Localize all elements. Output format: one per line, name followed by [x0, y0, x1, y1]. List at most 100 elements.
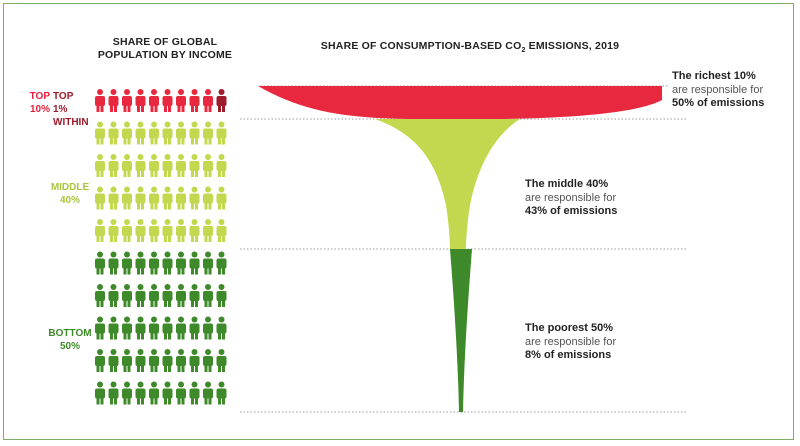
person-icon: [149, 284, 159, 307]
person-icon: [203, 121, 213, 145]
person-icon: [216, 381, 227, 405]
person-icon: [135, 381, 146, 405]
person-icon: [135, 316, 146, 340]
person-icon: [189, 219, 200, 242]
person-icon: [162, 154, 173, 177]
person-icon: [176, 284, 186, 307]
person-icon: [162, 186, 173, 210]
emissions-header: SHARE OF CONSUMPTION-BASED CO2 EMISSIONS…: [270, 40, 670, 57]
person-icon: [176, 381, 186, 405]
person-icon: [203, 186, 213, 210]
label-bottom-50: BOTTOM 50%: [45, 327, 95, 353]
person-icon: [176, 154, 186, 177]
person-icon: [176, 219, 186, 242]
label-top-line2: 10%: [29, 104, 50, 115]
emissions-header-sub: 2: [521, 47, 526, 55]
person-icon: [108, 381, 119, 405]
person-icon: [149, 349, 159, 372]
person-icon: [176, 316, 186, 340]
annotation-richest: The richest 10% are responsible for 50% …: [672, 70, 790, 111]
person-icon: [135, 251, 146, 275]
person-icon: [95, 284, 105, 307]
person-icon: [108, 284, 119, 307]
person-icon: [176, 186, 186, 210]
person-icon: [162, 219, 173, 242]
person-icon: [108, 154, 119, 177]
person-icon: [203, 251, 213, 275]
label-bottom-line1: BOTTOM: [48, 328, 92, 339]
annotation-poorest-title: The poorest 50%: [525, 322, 614, 334]
person-icon: [203, 219, 213, 242]
person-icon: [122, 219, 132, 242]
person-icon: [189, 89, 200, 112]
person-icon: [216, 349, 227, 372]
person-icon: [149, 219, 159, 242]
person-icon: [203, 284, 213, 307]
person-icon: [176, 89, 186, 112]
population-header-line1: SHARE OF GLOBAL: [112, 36, 218, 48]
person-icon: [189, 381, 200, 405]
person-icon: [216, 316, 227, 340]
person-icon: [216, 89, 227, 112]
label-top-line1: TOP: [29, 91, 50, 102]
annotation-richest-title: The richest 10%: [672, 70, 756, 82]
person-icon: [162, 349, 173, 372]
person-icon: [216, 251, 227, 275]
person-icon: [203, 349, 213, 372]
person-icon: [135, 349, 146, 372]
person-icon: [108, 349, 119, 372]
person-icon: [216, 219, 227, 242]
person-icon: [176, 251, 186, 275]
person-icon: [95, 121, 105, 145]
label-middle-line2: 40%: [59, 195, 80, 206]
person-icon: [108, 89, 119, 112]
person-icon: [216, 154, 227, 177]
person-icon: [95, 186, 105, 210]
label-middle-line1: MIDDLE: [50, 182, 90, 193]
person-icon: [108, 186, 119, 210]
label-top-10: TOP 10%: [24, 90, 50, 116]
person-icon: [189, 284, 200, 307]
annotation-middle: The middle 40% are responsible for 43% o…: [525, 178, 675, 219]
person-icon: [95, 219, 105, 242]
funnel-segment-bottom: [450, 249, 472, 412]
person-icon: [95, 251, 105, 275]
person-icon: [149, 316, 159, 340]
person-icon: [176, 121, 186, 145]
chart-frame: [3, 3, 794, 440]
person-icon: [108, 316, 119, 340]
person-icon: [122, 89, 132, 112]
funnel-segment-top: [258, 86, 662, 119]
funnel-segment-middle: [375, 119, 520, 249]
annotation-middle-title: The middle 40%: [525, 178, 609, 190]
person-icon: [149, 186, 159, 210]
person-icon: [95, 89, 105, 112]
person-icon: [108, 121, 119, 145]
person-icon: [189, 349, 200, 372]
label-bottom-line2: 50%: [59, 341, 80, 352]
person-icon: [189, 186, 200, 210]
person-icon: [162, 381, 173, 405]
person-icon: [189, 121, 200, 145]
emissions-header-title: SHARE OF CONSUMPTION-BASED CO: [320, 40, 522, 52]
emissions-header-suffix: EMISSIONS, 2019: [525, 40, 620, 52]
population-header: SHARE OF GLOBAL POPULATION BY INCOME: [95, 36, 235, 62]
person-icon: [149, 251, 159, 275]
annotation-richest-line2: are responsible for: [672, 83, 764, 96]
person-icon: [95, 349, 105, 372]
person-icon: [203, 89, 213, 112]
annotation-middle-line2: are responsible for: [525, 191, 617, 204]
person-icon: [149, 89, 159, 112]
person-icon: [122, 349, 132, 372]
person-icon: [108, 251, 119, 275]
person-icon: [216, 284, 227, 307]
person-icon: [189, 154, 200, 177]
person-icon: [95, 154, 105, 177]
person-icon: [95, 316, 105, 340]
person-icon: [122, 154, 132, 177]
person-icon: [162, 89, 173, 112]
person-icon: [203, 154, 213, 177]
label-middle-40: MIDDLE 40%: [45, 181, 95, 207]
person-icon: [162, 251, 173, 275]
person-icon: [149, 121, 159, 145]
